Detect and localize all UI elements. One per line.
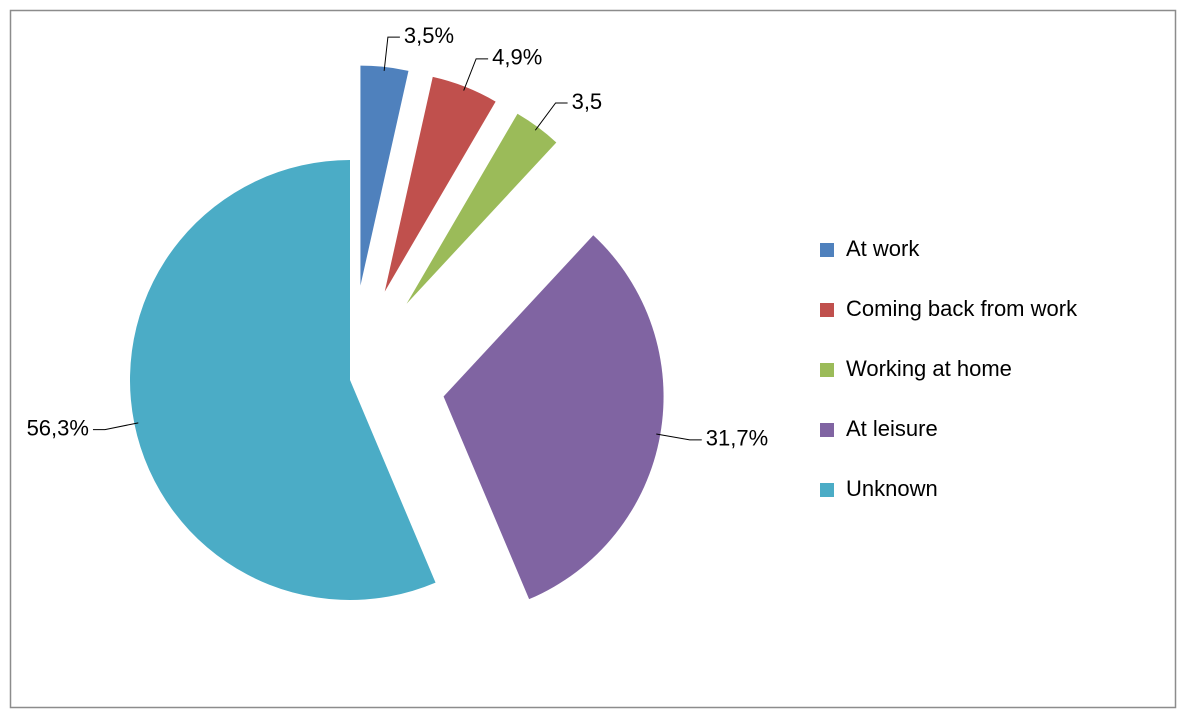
data-label: 3,5 bbox=[572, 89, 603, 114]
data-label: 4,9% bbox=[492, 45, 542, 70]
legend-label: At work bbox=[846, 236, 920, 261]
legend-label: Working at home bbox=[846, 356, 1012, 381]
leader-line bbox=[463, 58, 489, 91]
legend-swatch bbox=[820, 363, 834, 377]
leader-line bbox=[534, 102, 568, 131]
pie-slice bbox=[406, 113, 557, 304]
data-label: 3,5% bbox=[404, 23, 454, 48]
pie-slice bbox=[443, 235, 664, 600]
legend-swatch bbox=[820, 483, 834, 497]
pie-slice bbox=[129, 160, 436, 600]
leader-line bbox=[92, 422, 139, 431]
data-label: 31,7% bbox=[706, 426, 768, 451]
legend-label: Coming back from work bbox=[846, 296, 1078, 321]
leader-line bbox=[656, 433, 702, 441]
pie-slice bbox=[360, 65, 409, 286]
legend-swatch bbox=[820, 303, 834, 317]
legend-label: At leisure bbox=[846, 416, 938, 441]
legend-swatch bbox=[820, 243, 834, 257]
pie-slice bbox=[384, 76, 496, 292]
data-label: 56,3% bbox=[27, 415, 89, 440]
leader-line bbox=[383, 36, 400, 71]
legend-label: Unknown bbox=[846, 476, 938, 501]
legend-swatch bbox=[820, 423, 834, 437]
